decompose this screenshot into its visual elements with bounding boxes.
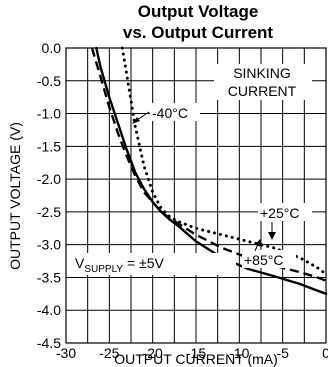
y-tick-label: -4.5	[37, 335, 61, 351]
y-tick-label: -4.0	[37, 302, 61, 318]
series-line-solid	[95, 46, 328, 295]
mode-label-line1: SINKING	[233, 65, 291, 81]
y-tick-label: -1.0	[37, 106, 61, 122]
hot-label-bg	[242, 250, 296, 268]
plot-frame	[65, 47, 327, 344]
x-tick-label: -30	[56, 345, 76, 361]
x-tick-label: 0	[322, 345, 328, 361]
x-tick-label: -5	[276, 345, 289, 361]
chart-title-line2: vs. Output Current	[123, 23, 274, 42]
cold-label-arrowhead	[132, 117, 140, 124]
room-label-arrowhead	[268, 232, 276, 240]
x-tick-labels: -30 -25 -20 -15 -10 -5 0	[56, 345, 328, 361]
y-tick-label: -0.5	[37, 73, 61, 89]
supply-label-bg	[72, 253, 236, 275]
cold-label-bg	[150, 103, 200, 121]
y-axis-title: OUTPUT VOLTAGE (V)	[7, 122, 23, 270]
x-axis-title: OUTPUT CURRENT (mA)	[114, 351, 278, 367]
x-tick-label: -15	[186, 345, 206, 361]
hot-label-arrowhead	[255, 239, 262, 247]
chart-title-line1: Output Voltage	[138, 2, 259, 21]
y-tick-label: 0.0	[42, 40, 62, 56]
supply-label-value: = ±5V	[123, 255, 164, 271]
y-tick-label: -3.5	[37, 269, 61, 285]
annotations: SINKING CURRENT -40°C +25°C +85°C VSUPPL…	[72, 64, 312, 275]
x-tick-label: -10	[229, 345, 249, 361]
label-temp-room: +25°C	[260, 205, 299, 221]
y-tick-label: -1.5	[37, 138, 61, 154]
y-tick-label: -2.5	[37, 204, 61, 220]
supply-label: VSUPPLY = ±5V	[75, 255, 165, 275]
y-tick-label: -3.0	[37, 237, 61, 253]
mode-label-bg	[214, 64, 312, 100]
mode-label-line2: CURRENT	[228, 83, 297, 99]
x-tick-label: -20	[143, 345, 163, 361]
supply-label-sub: SUPPLY	[84, 264, 123, 275]
supply-label-v: V	[75, 255, 85, 271]
y-tick-label: -2.0	[37, 171, 61, 187]
x-tick-label: -25	[99, 345, 119, 361]
room-label-bg	[258, 203, 312, 221]
label-temp-cold: -40°C	[152, 105, 188, 121]
y-tick-labels: 0.0 -0.5 -1.0 -1.5 -2.0 -2.5 -3.0 -3.5 -4.0 -4.5	[37, 40, 61, 351]
label-temp-hot: +85°C	[244, 252, 283, 268]
